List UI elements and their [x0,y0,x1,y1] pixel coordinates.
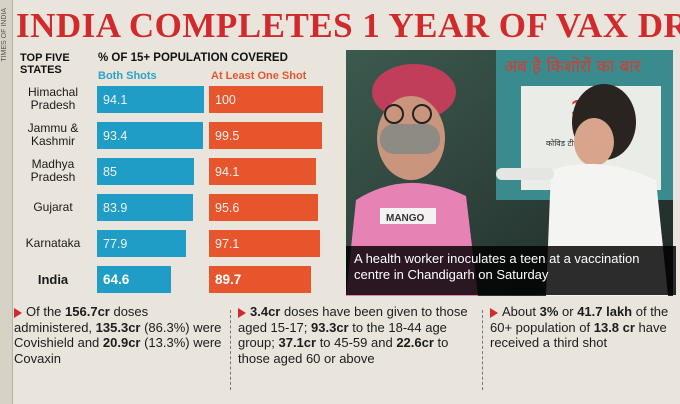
state-label: Karnataka [25,235,81,250]
both-shots-bar: 93.4 [97,122,204,149]
chart-row: Gujarat 83.9 95.6 [14,192,344,222]
one-shot-bar: 94.1 [209,158,317,185]
state-label: Madhya Pradesh [30,157,76,184]
fact-doses-administered: Of the 156.7cr doses administered, 135.3… [14,304,222,366]
facts-section: Of the 156.7cr doses administered, 135.3… [14,304,676,400]
legend-both-shots: Both Shots [98,70,157,82]
headline: INDIA COMPLETES 1 YEAR OF VAX DRIVE [16,6,680,45]
top-five-states-label: TOP FIVE STATES [20,52,70,76]
both-shots-bar: 77.9 [97,230,186,257]
photo-caption: A health worker inoculates a teen at a v… [346,246,676,295]
shirt-text: MANGO [386,213,425,224]
chart-row: Jammu & Kashmir 93.4 99.5 [14,120,344,150]
one-shot-bar: 100 [209,86,323,113]
divider [230,310,231,390]
state-label: Jammu & Kashmir [27,121,79,148]
state-label: Gujarat [33,199,73,214]
chart-row: Madhya Pradesh 85 94.1 [14,156,344,186]
one-shot-bar: 97.1 [209,230,320,257]
divider [482,310,483,390]
fact-age-groups: 3.4cr doses have been given to those age… [238,304,468,366]
banner-text: अब है किशोरों का बार [504,56,642,77]
bullet-triangle-icon [238,307,246,318]
bullet-triangle-icon [14,307,22,318]
gutter-text: TIMES OF INDIA [1,8,8,62]
fact-third-shot: About 3% or 41.7 lakh of the 60+ populat… [490,304,669,350]
state-label: India [37,271,69,287]
coverage-title: % OF 15+ POPULATION COVERED [98,52,288,64]
chart-row: India 64.6 89.7 [14,264,344,294]
legend-at-least-one-shot: At Least One Shot [211,70,307,82]
one-shot-bar: 99.5 [209,122,323,149]
both-shots-bar: 64.6 [97,266,171,293]
poster-small-text: कोविड टीका [546,138,583,148]
both-shots-bar: 94.1 [97,86,205,113]
page-gutter: TIMES OF INDIA [0,0,13,404]
one-shot-bar: 89.7 [209,266,312,293]
bullet-triangle-icon [490,307,498,318]
one-shot-bar: 95.6 [209,194,318,221]
vaccination-chart: TOP FIVE STATES % OF 15+ POPULATION COVE… [14,50,344,300]
chart-row: Karnataka 77.9 97.1 [14,228,344,258]
both-shots-bar: 85 [97,158,194,185]
both-shots-bar: 83.9 [97,194,193,221]
chart-row: Himachal Pradesh 94.1 100 [14,84,344,114]
state-label: Himachal Pradesh [27,85,78,112]
